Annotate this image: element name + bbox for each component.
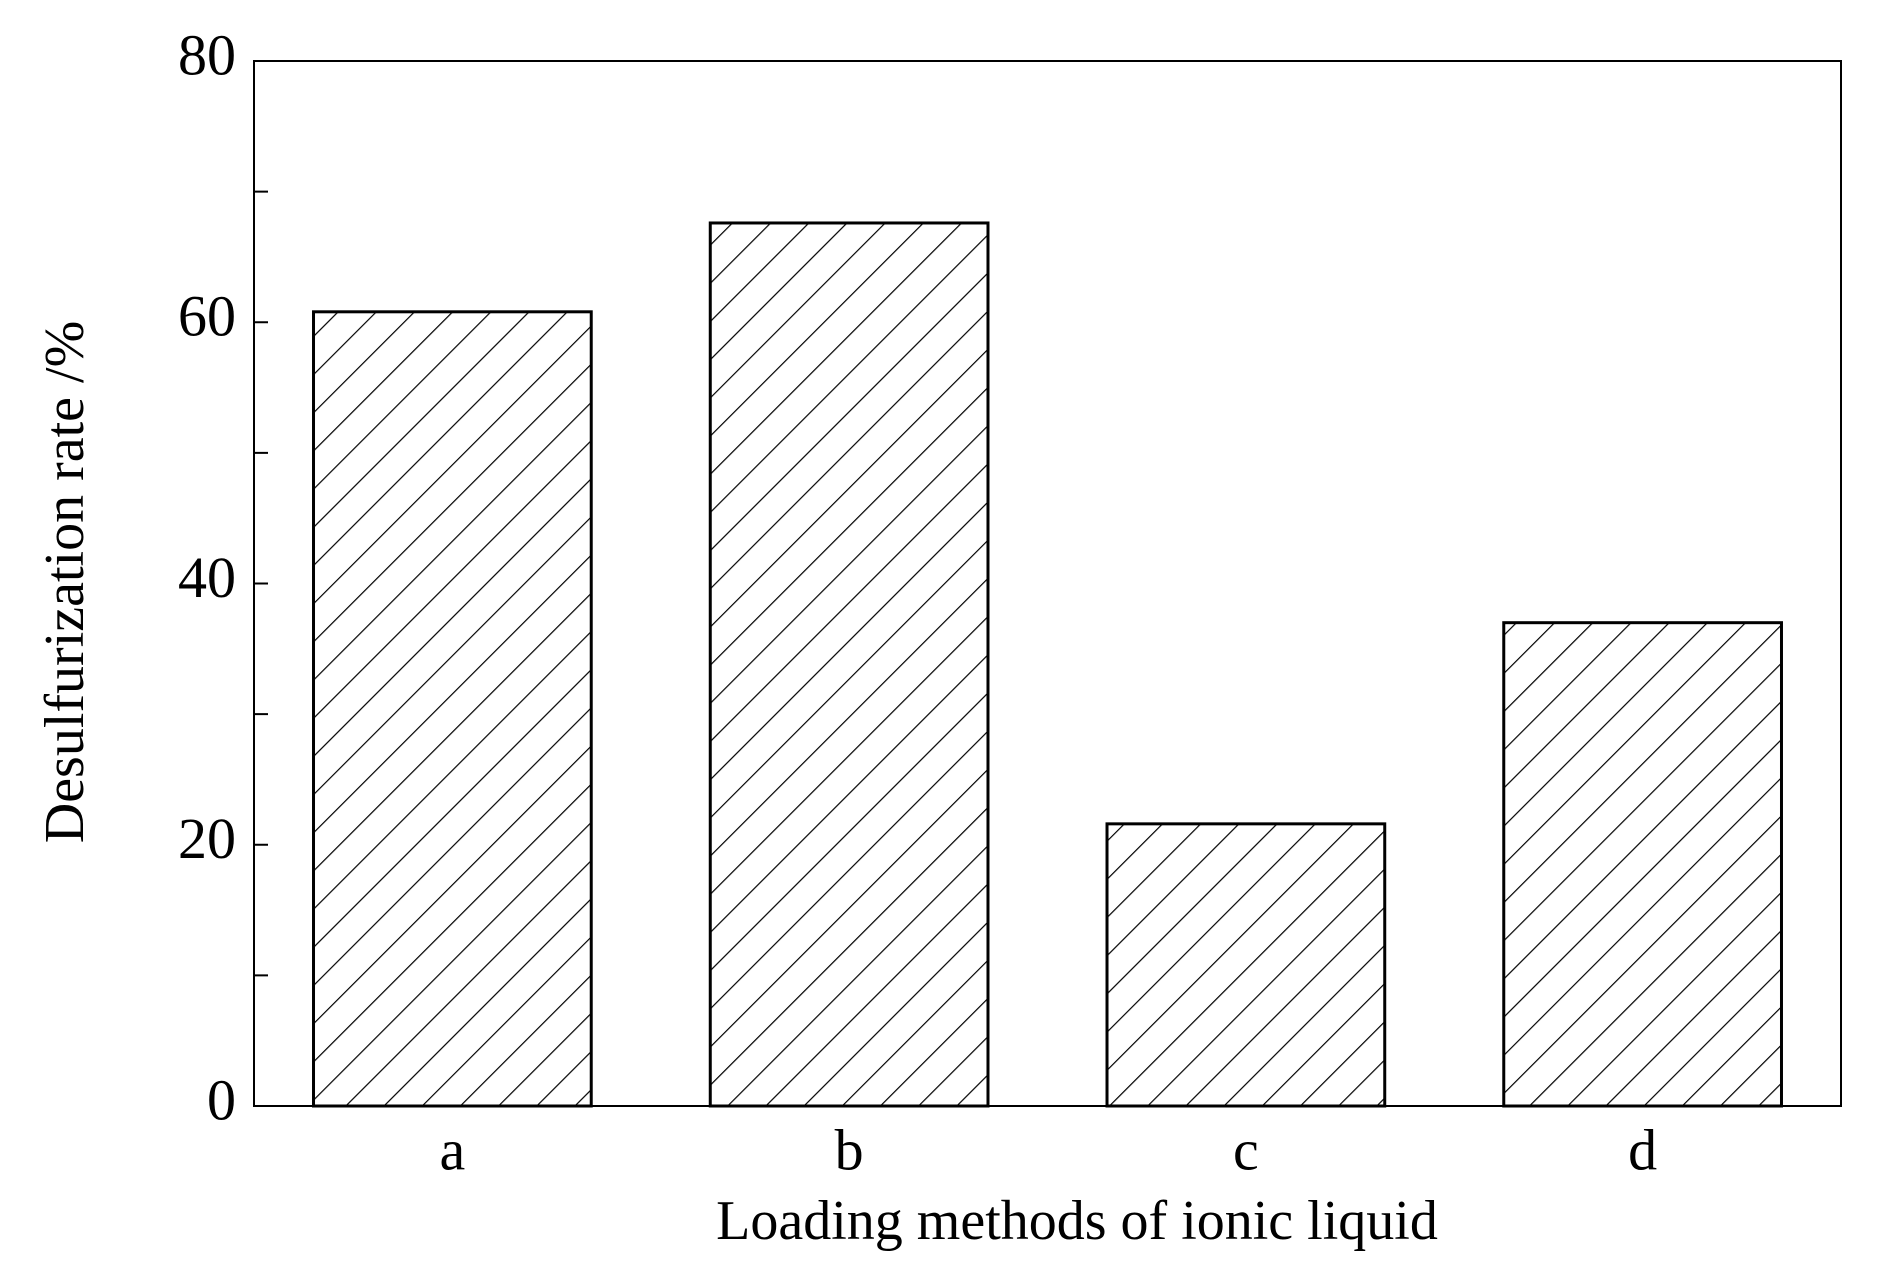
x-tick-label: c bbox=[1233, 1117, 1259, 1182]
bar bbox=[312, 310, 593, 1108]
y-tick-label: 20 bbox=[178, 806, 236, 871]
y-tick-label: 40 bbox=[178, 545, 236, 610]
y-tick-label: 0 bbox=[207, 1067, 236, 1132]
y-tick-label: 60 bbox=[178, 284, 236, 349]
y-axis-title: Desulfurization rate /% bbox=[34, 321, 96, 843]
x-axis-title: Loading methods of ionic liquid bbox=[716, 1190, 1438, 1252]
x-tick-label: d bbox=[1628, 1117, 1657, 1182]
bar bbox=[708, 221, 990, 1108]
x-tick-label: b bbox=[835, 1117, 864, 1182]
bar bbox=[1105, 822, 1387, 1108]
bar bbox=[1502, 621, 1783, 1108]
x-tick-label: a bbox=[440, 1117, 466, 1182]
y-tick-label: 80 bbox=[178, 22, 236, 87]
